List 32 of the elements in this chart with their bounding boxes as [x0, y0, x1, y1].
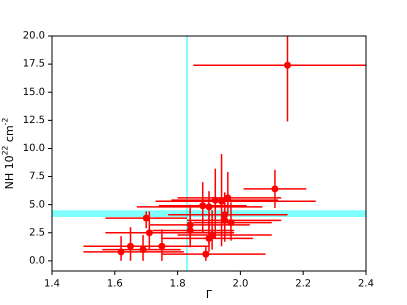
point	[271, 185, 278, 192]
y-tick-label: 7.5	[29, 171, 45, 182]
point	[206, 203, 212, 210]
x-tick-label: 1.6	[106, 278, 123, 290]
x-tick-label: 2.4	[358, 278, 374, 290]
point	[221, 216, 228, 224]
x-tick-label: 1.8	[170, 278, 186, 290]
point	[140, 246, 147, 254]
point	[146, 229, 153, 236]
point	[142, 214, 150, 222]
point	[284, 62, 291, 69]
y-tick-label: 17.5	[22, 58, 45, 70]
y-tick-label: 2.5	[29, 227, 45, 238]
x-axis-title: Γ	[206, 288, 213, 301]
point	[208, 232, 216, 239]
point	[118, 248, 125, 256]
y-tick-label: 10.0	[22, 143, 45, 154]
y-tick-label: 20.0	[22, 30, 45, 42]
point	[158, 242, 166, 250]
x-tick-label: 1.4	[44, 278, 60, 290]
y-tick-label: 15.0	[22, 86, 45, 98]
y-tick-label: 0.0	[29, 255, 45, 266]
point	[227, 219, 234, 226]
y-tick-label: 5.0	[29, 199, 45, 210]
point	[212, 196, 219, 204]
point	[199, 202, 206, 210]
point	[186, 227, 194, 234]
point	[127, 242, 134, 250]
x-tick-label: 2.2	[295, 278, 312, 290]
x-tick-label: 2.0	[232, 278, 248, 290]
point	[202, 250, 210, 258]
y-tick-label: 12.5	[22, 114, 45, 126]
